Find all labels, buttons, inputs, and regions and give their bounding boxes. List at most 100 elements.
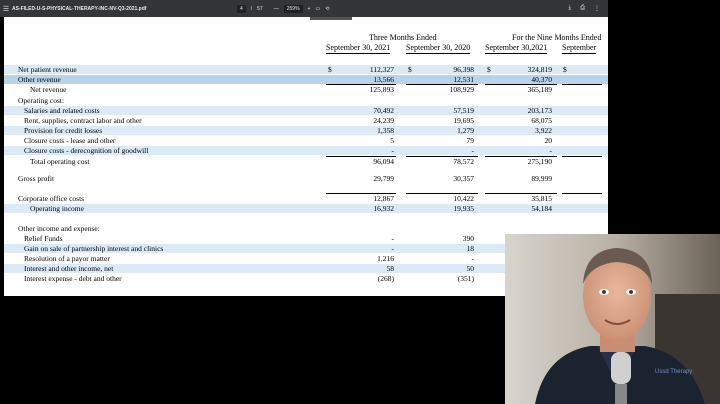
subtotal-underline [562,84,602,85]
row-label: Gross profit [18,174,55,183]
subtotal-underline [406,193,478,194]
subtotal-underline [326,193,396,194]
cell-value-a: - [391,234,395,243]
cell-value-b: 30,357 [453,174,474,183]
cell-value-a: 5 [390,136,394,145]
cell-value-b: 50 [466,264,475,273]
cell-value-c: 40,370 [531,75,552,84]
more-icon[interactable]: ⋮ [594,6,600,12]
row-label: Total operating cost [30,157,90,166]
table-row: Corporate office costs 12,867 10,422 35,815 [4,194,608,203]
cell-value-c: 365,189 [527,85,552,94]
cell-value-c: 3,922 [535,126,552,135]
cell-value-b: 108,929 [449,85,474,94]
subtotal-underline [485,193,557,194]
dollar-sign: $ [487,65,491,74]
row-label: Other income and expense: [18,224,100,233]
subtotal-underline [485,84,557,85]
zoom-level-input[interactable]: 259% [283,4,303,13]
table-row: Salaries and related costs 70,492 57,519 20… [4,106,608,115]
row-label: Rent, supplies, contract labor and other [24,116,142,125]
cell-value-a: 58 [386,264,395,273]
table-row: Other revenue 13,566 12,531 40,370 [4,75,608,84]
col-header-2020: September 30, 2020 [406,43,471,54]
print-icon[interactable]: ⎙ [580,5,585,11]
cell-value-a: 16,932 [373,204,394,213]
subtotal-underline [406,84,478,85]
table-row: Net revenue 125,893 108,929 365,189 [4,85,608,94]
cell-value-c: 68,075 [531,116,552,125]
zoom-out-button[interactable]: — [273,5,279,12]
table-row: Provision for credit losses 1,358 1,279 3,9… [4,126,608,135]
cell-value-b: 19,695 [453,116,474,125]
header-three-months: Three Months Ended [369,33,437,42]
presenter-webcam: Ussd Therapy [505,234,720,404]
table-row: Other income and expense: [4,224,608,233]
table-row: Rent, supplies, contract labor and other… [4,116,608,125]
cell-value-c: 89,999 [531,174,552,183]
row-label: Interest expense - debt and other [24,274,122,283]
cell-value-b: 390 [462,234,474,243]
subtotal-underline [406,156,478,157]
header-nine-months: For the Nine Months Ended [512,33,602,42]
col-header-2021: September 30, 2021 [326,43,391,54]
cell-value-a: 125,893 [369,85,394,94]
row-label: Operating income [30,204,84,213]
subtotal-underline [485,156,557,157]
cell-value-a: 24,239 [373,116,394,125]
cell-value-b: (351) [457,274,474,283]
cell-value-a: 112,327 [369,65,394,74]
cell-value-b: - [471,146,475,155]
table-row: Net patient revenue 112,327 96,398 324,819 $… [4,65,608,74]
table-row: Operating cost: [4,96,608,105]
fit-page-icon[interactable]: ▭ [315,5,321,12]
page-total: 57 [257,5,263,12]
row-label: Gain on sale of partnership interest and… [24,244,164,253]
cell-value-a: 1,358 [377,126,394,135]
pdf-viewer-toolbar: ☰ AS-FILED-U-S-PHYSICAL-THERAPY-INC-NV-Q… [0,0,608,17]
page-separator: / [250,5,253,12]
table-row: Gross profit 29,799 30,357 89,999 [4,174,608,183]
cell-value-b: 10,422 [453,194,474,203]
cell-value-a: 12,867 [373,194,394,203]
row-label: Other revenue [18,75,61,84]
row-label: Provision for credit losses [24,126,103,135]
zoom-in-button[interactable]: + [307,5,311,12]
table-row: Resolution of a payor matter 1,216 - [4,254,608,263]
row-label: Relief Funds [24,234,63,243]
cell-value-a: 96,094 [373,157,394,166]
dollar-sign: $ [563,65,567,74]
row-label: Net patient revenue [18,65,77,74]
row-label: Salaries and related costs [24,106,100,115]
rotate-icon[interactable]: ⟲ [325,5,330,12]
cell-value-c: 54,184 [531,204,552,213]
cell-value-c: 324,819 [527,65,552,74]
subtotal-underline [326,84,396,85]
dollar-sign: $ [408,65,412,74]
cell-value-a: (268) [377,274,394,283]
row-label: Closure costs - derecognition of goodwil… [24,146,149,155]
cell-value-b: 19,935 [453,204,474,213]
cell-value-c: 275,190 [527,157,552,166]
row-label: Closure costs - lease and other [24,136,116,145]
presenter-image [505,234,720,404]
subtotal-underline [562,193,602,194]
cell-value-b: - [471,254,475,263]
dollar-sign: $ [328,65,332,74]
shirt-logo: Ussd Therapy [655,369,693,375]
row-label: Operating cost: [18,96,65,105]
row-label: Resolution of a payor matter [24,254,110,263]
download-icon[interactable]: ⤓ [568,5,572,11]
table-row: Relief Funds - 390 [4,234,608,243]
cell-value-b: 78,572 [453,157,474,166]
cell-value-a: 1,216 [377,254,394,263]
col-header-nine-2021: September 30,2021 [485,43,548,54]
menu-icon[interactable]: ☰ [2,5,10,13]
row-label: Interest and other income, net [24,264,114,273]
file-name: AS-FILED-U-S-PHYSICAL-THERAPY-INC-NV-Q3-… [12,5,147,12]
cell-value-b: 12,531 [453,75,474,84]
row-label: Corporate office costs [18,194,85,203]
cell-value-b: 96,398 [453,65,474,74]
subtotal-underline [326,156,396,157]
page-number-input[interactable]: 4 [237,4,246,13]
